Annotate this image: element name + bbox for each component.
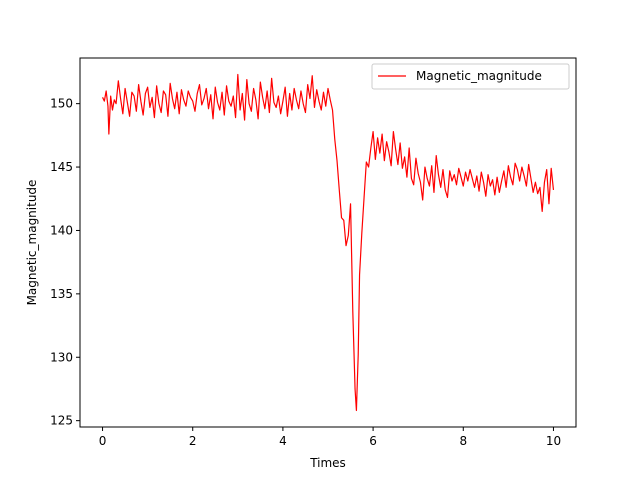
legend-label: Magnetic_magnitude bbox=[416, 69, 542, 83]
x-tick-label: 6 bbox=[369, 434, 377, 448]
x-axis: 0 2 4 6 8 10 bbox=[99, 427, 561, 448]
legend: Magnetic_magnitude bbox=[371, 63, 570, 90]
x-tick-label: 4 bbox=[279, 434, 287, 448]
y-axis: 125 130 135 140 145 150 bbox=[50, 97, 80, 428]
axes-frame bbox=[79, 57, 577, 428]
y-tick-label: 135 bbox=[50, 287, 73, 301]
y-tick-label: 140 bbox=[50, 223, 73, 237]
x-tick-label: 10 bbox=[546, 434, 561, 448]
legend-box bbox=[371, 63, 570, 90]
y-tick-label: 150 bbox=[50, 97, 73, 111]
y-tick-label: 145 bbox=[50, 160, 73, 174]
y-tick-label: 125 bbox=[50, 414, 73, 428]
y-axis-label: Magnetic_magnitude bbox=[25, 180, 39, 306]
x-tick-label: 2 bbox=[189, 434, 197, 448]
x-tick-label: 8 bbox=[459, 434, 467, 448]
y-tick-label: 130 bbox=[50, 350, 73, 364]
x-axis-label: Times bbox=[309, 456, 346, 470]
x-tick-label: 0 bbox=[99, 434, 107, 448]
series-line-magnetic-magnitude bbox=[102, 73, 555, 412]
